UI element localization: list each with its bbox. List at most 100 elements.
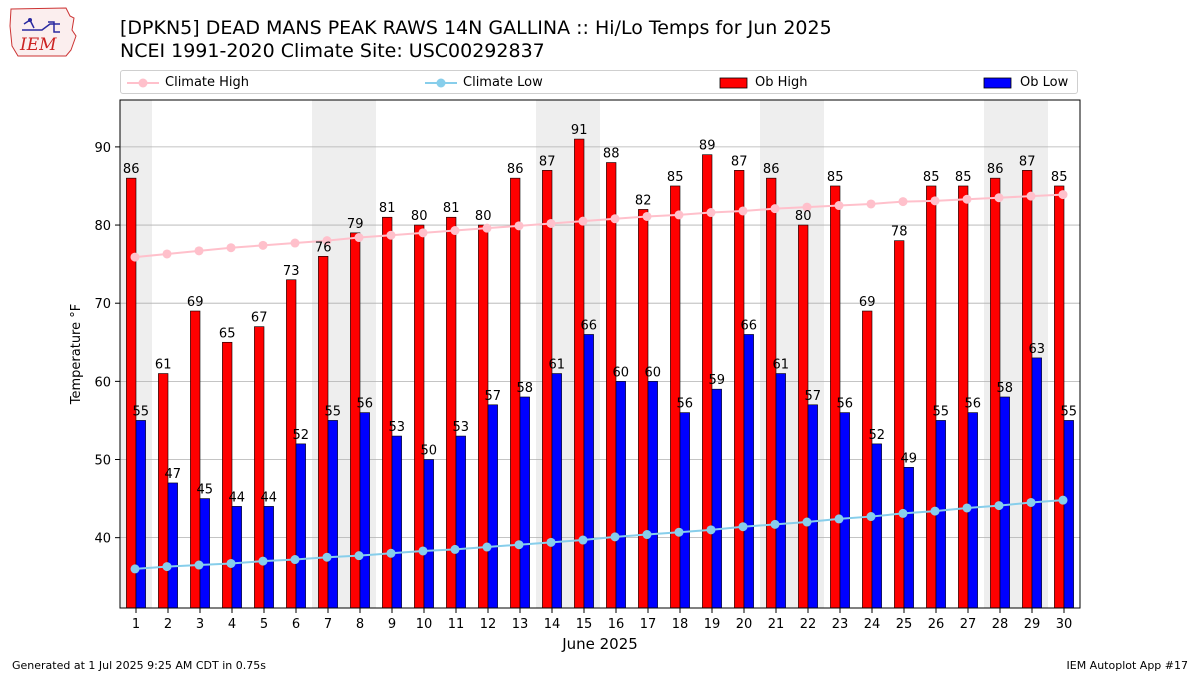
ob-low-label: 55 — [325, 404, 342, 419]
climate-high-point — [706, 208, 716, 218]
x-tick-label: 25 — [896, 617, 913, 632]
legend-ob-high: Ob High — [719, 74, 829, 92]
climate-low-point — [674, 527, 684, 537]
x-tick-label: 13 — [512, 617, 529, 632]
ob-high-bar — [894, 240, 905, 609]
y-tick-label: 60 — [94, 375, 111, 390]
climate-low-point — [322, 552, 332, 562]
ob-low-bar — [583, 334, 594, 609]
ob-high-label: 85 — [1051, 170, 1068, 185]
ob-high-swatch-icon — [719, 77, 748, 89]
ob-high-bar — [926, 185, 937, 609]
climate-low-point — [514, 540, 524, 550]
climate-high-point — [674, 210, 684, 220]
ob-high-label: 91 — [571, 123, 588, 138]
ob-high-label: 67 — [251, 311, 268, 326]
legend-ob-low: Ob Low — [983, 74, 1077, 92]
x-tick-label: 8 — [356, 617, 364, 632]
y-tick-label: 50 — [94, 454, 111, 469]
ob-high-label: 82 — [635, 193, 652, 208]
ob-low-bar — [647, 381, 658, 609]
climate-low-point — [418, 546, 428, 556]
climate-high-point — [1058, 190, 1068, 200]
ob-high-bar — [254, 326, 265, 609]
ob-low-label: 58 — [997, 381, 1014, 396]
ob-low-bar — [391, 435, 402, 609]
ob-high-label: 65 — [219, 326, 236, 341]
legend-climate-high: Climate High — [125, 74, 265, 92]
ob-low-label: 56 — [965, 397, 982, 412]
chart-title: [DPKN5] DEAD MANS PEAK RAWS 14N GALLINA … — [120, 17, 832, 39]
ob-high-label: 85 — [667, 170, 684, 185]
bar-value-labels: 86 61 69 65 67 73 76 79 81 80 81 80 86 87 91 88 82 85 89 87… — [123, 123, 1077, 505]
climate-high-point — [514, 221, 524, 231]
ob-high-label: 85 — [827, 170, 844, 185]
climate-high-point — [418, 228, 428, 238]
ob-low-bar — [679, 412, 690, 609]
x-tick-label: 26 — [928, 617, 945, 632]
ob-low-label: 63 — [1029, 342, 1046, 357]
x-tick-label: 19 — [704, 617, 721, 632]
ob-low-label: 66 — [741, 318, 758, 333]
climate-low-point — [706, 525, 716, 535]
ob-high-bar — [798, 224, 809, 609]
x-tick-label: 2 — [164, 617, 172, 632]
x-tick-label: 5 — [260, 617, 268, 632]
x-tick-label: 4 — [228, 617, 236, 632]
ob-high-label: 86 — [507, 162, 524, 177]
climate-high-point — [802, 202, 812, 212]
climate-high-point — [994, 193, 1004, 203]
ob-high-label: 88 — [603, 147, 620, 162]
ob-low-label: 56 — [357, 397, 374, 412]
ob-low-label: 50 — [421, 444, 438, 459]
ob-low-label: 60 — [645, 365, 662, 380]
climate-high-point — [354, 233, 364, 243]
ob-low-label: 55 — [1061, 404, 1078, 419]
ob-low-bar — [263, 506, 274, 609]
climate-low-point — [802, 517, 812, 527]
climate-low-line — [134, 499, 1064, 570]
ob-low-label: 53 — [389, 420, 406, 435]
climate-low-point — [1058, 495, 1068, 505]
climate-high-point — [130, 252, 140, 262]
ob-high-label: 85 — [923, 170, 940, 185]
ob-low-bar — [807, 404, 818, 609]
ob-low-label: 56 — [837, 397, 854, 412]
ob-low-label: 49 — [901, 451, 918, 466]
climate-low-point — [194, 560, 204, 570]
x-tick-label: 14 — [544, 617, 561, 632]
climate-high-point — [962, 194, 972, 204]
ob-low-label: 45 — [197, 483, 214, 498]
ob-low-label: 47 — [165, 467, 182, 482]
ob-low-label: 57 — [805, 389, 822, 404]
ob-low-bar — [423, 459, 434, 609]
legend-climate-low: Climate Low — [423, 74, 563, 92]
ob-low-bar — [711, 388, 722, 609]
climate-high-point — [290, 238, 300, 248]
ob-low-label: 60 — [613, 365, 630, 380]
climate-high-line-icon — [127, 78, 159, 88]
climate-low-point — [770, 519, 780, 529]
climate-lines — [130, 190, 1068, 574]
climate-high-point — [386, 230, 396, 240]
x-tick-label: 21 — [768, 617, 785, 632]
y-tick-label: 80 — [94, 219, 111, 234]
ob-low-label: 66 — [581, 318, 598, 333]
ob-low-label: 56 — [677, 397, 694, 412]
x-tick-label: 12 — [480, 617, 497, 632]
ob-low-bar — [1031, 357, 1042, 609]
ob-low-label: 59 — [709, 373, 726, 388]
ob-low-bar — [775, 373, 786, 609]
ob-low-bar — [743, 334, 754, 609]
ob-high-label: 87 — [1019, 154, 1036, 169]
ob-low-label: 61 — [773, 358, 790, 373]
x-tick-label: 11 — [448, 617, 465, 632]
ob-high-label: 86 — [987, 162, 1004, 177]
climate-low-point — [578, 535, 588, 545]
bars — [126, 138, 1074, 609]
ob-high-label: 76 — [315, 240, 332, 255]
climate-low-point — [930, 506, 940, 516]
x-tick-label: 3 — [196, 617, 204, 632]
climate-high-point — [258, 240, 268, 250]
climate-high-point — [898, 197, 908, 207]
